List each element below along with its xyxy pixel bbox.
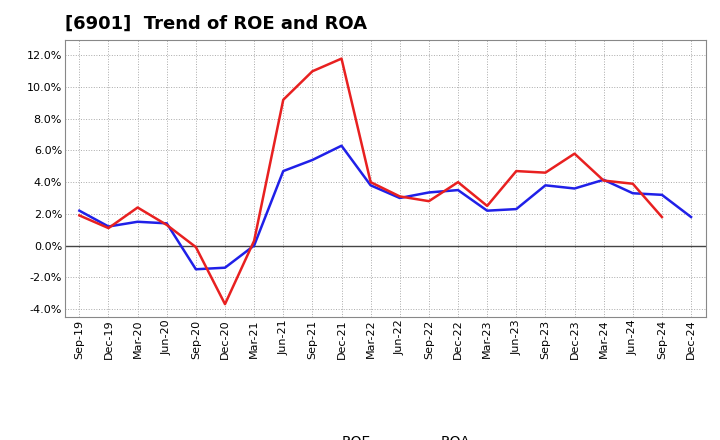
ROE (512, 169, 521, 174)
ROE (599, 178, 608, 183)
ROE (541, 170, 550, 175)
ROE (395, 194, 404, 199)
ROE (337, 56, 346, 61)
Legend: ROE, ROA: ROE, ROA (294, 429, 476, 440)
ROA (454, 187, 462, 193)
ROE (425, 198, 433, 204)
ROA (279, 169, 287, 174)
ROE (192, 245, 200, 250)
ROE (483, 203, 492, 209)
ROA (308, 158, 317, 163)
ROE (366, 180, 375, 185)
ROE (163, 222, 171, 227)
ROE (454, 180, 462, 185)
ROA (163, 221, 171, 226)
ROA (133, 219, 142, 224)
ROA (337, 143, 346, 148)
Line: ROA: ROA (79, 146, 691, 269)
ROE (75, 213, 84, 218)
ROA (629, 191, 637, 196)
ROE (657, 214, 666, 220)
ROA (366, 183, 375, 188)
ROE (250, 238, 258, 243)
ROA (570, 186, 579, 191)
ROE (220, 301, 229, 307)
ROA (657, 192, 666, 198)
ROA (220, 265, 229, 270)
Line: ROE: ROE (79, 59, 662, 304)
ROE (570, 151, 579, 156)
ROE (279, 97, 287, 103)
Text: [6901]  Trend of ROE and ROA: [6901] Trend of ROE and ROA (65, 15, 366, 33)
ROA (192, 267, 200, 272)
ROE (104, 225, 113, 231)
ROA (425, 190, 433, 195)
ROA (395, 195, 404, 201)
ROA (75, 208, 84, 213)
ROA (250, 243, 258, 248)
ROE (629, 181, 637, 187)
ROA (687, 214, 696, 220)
ROE (133, 205, 142, 210)
ROA (512, 206, 521, 212)
ROA (541, 183, 550, 188)
ROA (104, 224, 113, 229)
ROA (483, 208, 492, 213)
ROA (599, 177, 608, 183)
ROE (308, 69, 317, 74)
